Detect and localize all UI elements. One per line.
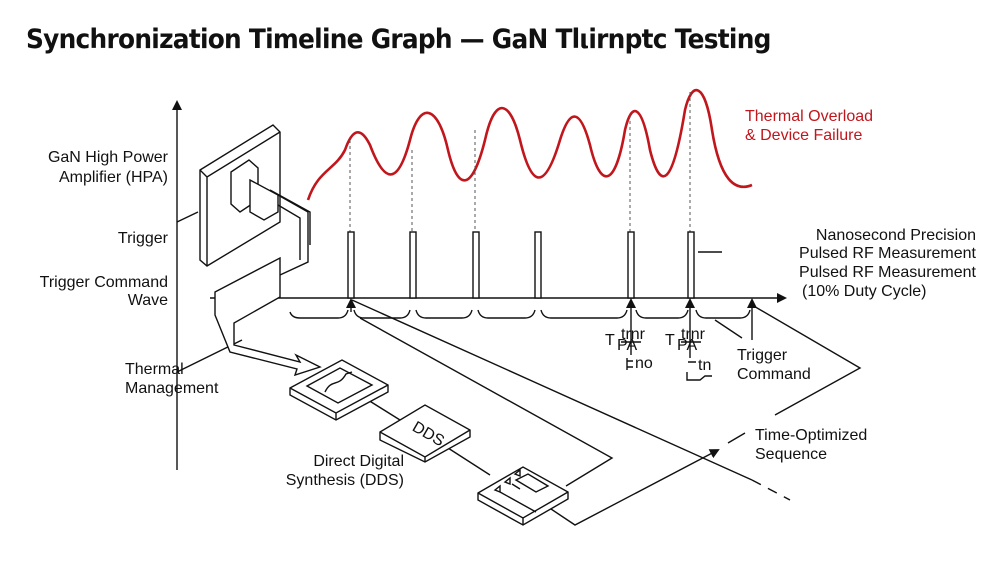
tpa-subscript: PA <box>677 337 697 354</box>
label-sequence: Sequence <box>755 446 827 463</box>
rf-pulse <box>409 231 417 299</box>
output-line <box>544 449 720 526</box>
tpa-annotation-1: T PA trnr no <box>605 326 653 372</box>
thermal-control-block-icon <box>289 359 389 421</box>
hpa-leader <box>176 211 199 223</box>
sequence-line-dashed <box>751 479 791 501</box>
thermal-management-arrow-icon <box>214 256 322 377</box>
dds-return-line <box>359 317 614 487</box>
tpa-note: tn <box>698 357 711 374</box>
rf-pulse <box>627 231 635 299</box>
label-device-failure: & Device Failure <box>745 127 862 144</box>
dds-block: DDS <box>379 404 471 463</box>
rf-pulse <box>687 231 695 299</box>
label-dds: Direct Digital <box>313 453 404 470</box>
tpa-subscript: PA <box>617 337 637 354</box>
label-thermal-management-2: Management <box>125 380 219 397</box>
tpa-superscript: trnr <box>681 326 706 343</box>
pulse-generator-block-icon <box>477 466 569 526</box>
interval-braces <box>289 309 751 319</box>
peak-guide-lines <box>349 92 691 298</box>
label-nanosecond-precision: Nanosecond Precision <box>816 227 976 244</box>
label-trigger-command-wave: Trigger Command <box>40 274 168 291</box>
label-pulsed-rf-2: Pulsed RF Measurement <box>799 264 977 281</box>
label-trigger-command-wave-2: Wave <box>128 292 168 309</box>
tpa-symbol: T <box>605 332 615 349</box>
label-hpa: GaN High Power <box>48 149 169 166</box>
tpa-symbol: T <box>665 332 675 349</box>
rf-pulse <box>347 231 355 299</box>
label-hpa-2: Amplifier (HPA) <box>59 169 168 186</box>
diagram-title: Synchronization Timeline Graph — GaN Tlι… <box>26 24 771 55</box>
trigger-command-leader <box>714 319 743 339</box>
chain-line <box>367 399 491 476</box>
label-duty-cycle: (10% Duty Cycle) <box>802 283 926 300</box>
thermal-wave <box>306 88 753 201</box>
label-thermal-management: Thermal <box>125 361 184 378</box>
tpa-superscript: trnr <box>621 326 646 343</box>
label-thermal-overload: Thermal Overload <box>745 108 873 125</box>
hpa-device-icon <box>199 124 311 276</box>
rf-pulse <box>472 231 480 299</box>
label-trigger-command-2: Command <box>737 366 811 383</box>
label-time-optimized: Time-Optimized <box>755 427 867 444</box>
tpa-annotation-2: T PA trnr tn <box>665 326 712 381</box>
sequence-line <box>351 299 753 481</box>
tos-leader <box>727 432 746 444</box>
label-dds-2: Synthesis (DDS) <box>286 472 404 489</box>
rf-pulses <box>347 231 695 299</box>
tpa-note: no <box>635 355 653 372</box>
label-trigger-command: Trigger <box>737 347 788 364</box>
label-trigger: Trigger <box>118 230 169 247</box>
feedback-line <box>751 304 862 416</box>
rf-pulse <box>534 231 542 299</box>
label-pulsed-rf: Pulsed RF Measurement <box>799 245 977 262</box>
